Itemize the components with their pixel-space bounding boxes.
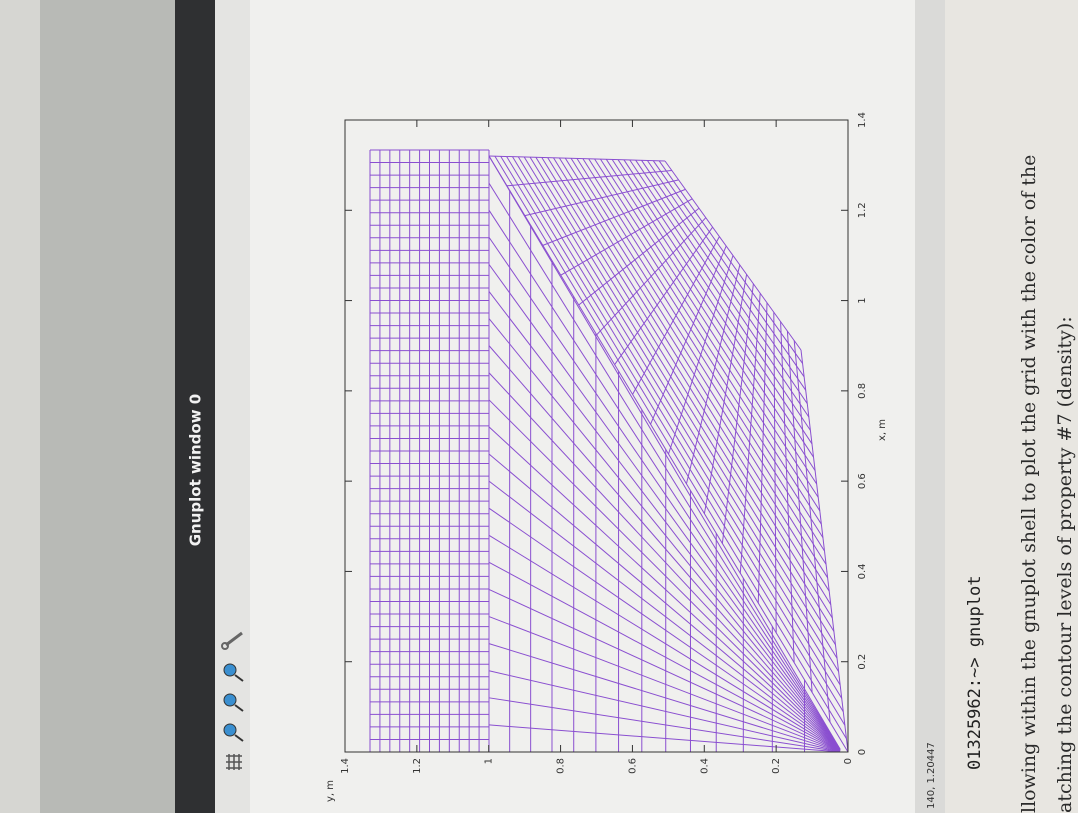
status-text: 140, 1.20447 [926, 742, 937, 809]
x-tick-label: 0.6 [857, 473, 868, 489]
shell-prompt: 01325962:~> gnuplot [965, 576, 985, 770]
y-tick-label: 0.8 [556, 758, 567, 774]
y-tick-label: 1.2 [412, 758, 423, 774]
y-tick-label: 0.4 [699, 758, 710, 774]
grid-button[interactable] [226, 754, 242, 770]
y-tick-label: 0.6 [627, 758, 638, 774]
y-tick-label: 0 [843, 758, 854, 764]
doc-line: atching the contour levels of property #… [1054, 316, 1076, 813]
screenshot: Gnuplot window 0 140, 1.20447 01325962:~… [0, 0, 1078, 813]
y-tick-label: 0.2 [771, 758, 782, 774]
x-tick-label: 0.2 [857, 654, 868, 670]
x-tick-label: 0.8 [857, 383, 868, 399]
rotated-screen: Gnuplot window 0 140, 1.20447 01325962:~… [0, 0, 1078, 813]
plot-canvas [250, 0, 915, 813]
window-title: Gnuplot window 0 [187, 394, 205, 546]
x-tick-label: 0 [857, 749, 868, 755]
y-tick-label: 1.4 [340, 758, 351, 774]
bezel-edge [0, 0, 40, 813]
x-tick-label: 1 [857, 297, 868, 303]
x-tick-label: 1.4 [857, 112, 868, 128]
page: {"window": {"title": "Gnuplot window 0",… [0, 0, 1078, 813]
x-axis-label: x, m [877, 419, 888, 441]
y-tick-label: 1 [484, 758, 495, 764]
doc-line: llowing within the gnuplot shell to plot… [1018, 155, 1040, 813]
x-tick-label: 1.2 [857, 202, 868, 218]
x-tick-label: 0.4 [857, 563, 868, 579]
y-axis-label: y, m [325, 780, 336, 802]
status-bar [915, 0, 945, 813]
toolbar [215, 0, 250, 813]
